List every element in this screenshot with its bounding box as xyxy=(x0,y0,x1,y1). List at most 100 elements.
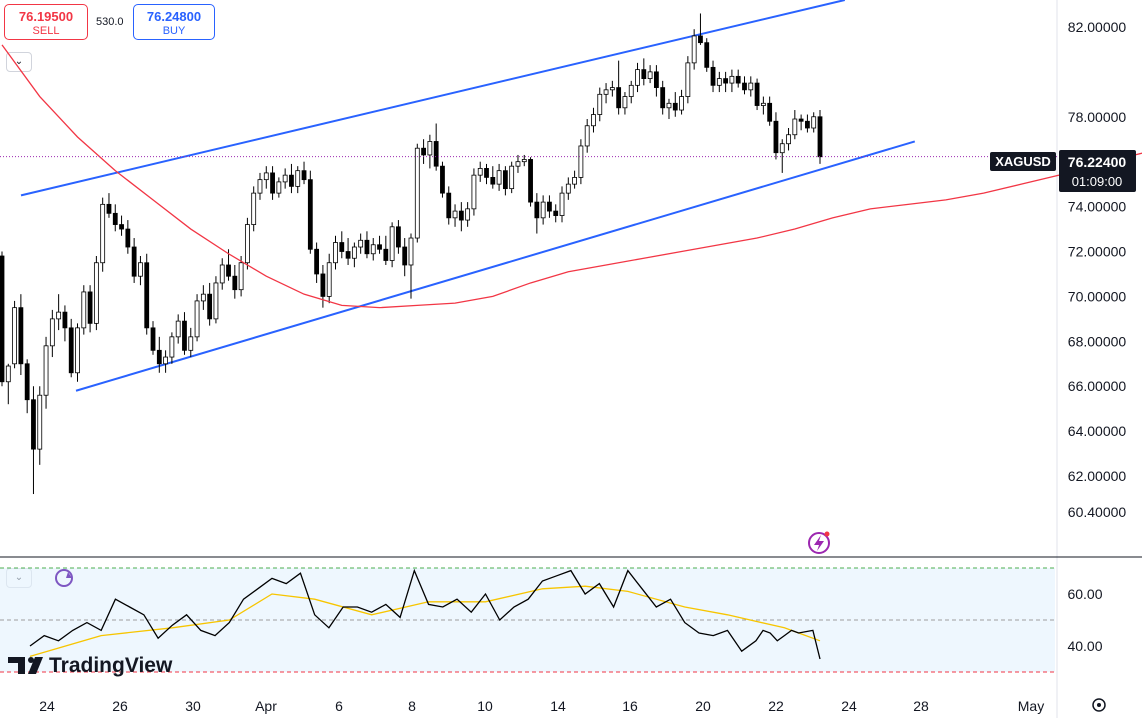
candle-body xyxy=(490,177,496,185)
settings-icon[interactable] xyxy=(1092,698,1106,712)
candle xyxy=(351,242,357,268)
candle xyxy=(641,58,647,86)
candle-body xyxy=(18,307,24,365)
candle xyxy=(496,163,502,191)
candle-body xyxy=(754,82,760,106)
candle-body xyxy=(742,82,747,91)
candle xyxy=(528,157,533,207)
candle-body xyxy=(37,394,43,450)
candle xyxy=(49,309,55,358)
collapse-pane-button[interactable]: ⌄ xyxy=(6,52,32,72)
price-tick: 70.00000 xyxy=(1068,288,1127,304)
buy-label: BUY xyxy=(162,25,186,37)
candle xyxy=(792,110,798,140)
candle xyxy=(660,80,666,115)
candle-body xyxy=(333,242,338,264)
candle-body xyxy=(5,365,11,383)
candle xyxy=(817,110,823,164)
candle xyxy=(414,143,420,243)
candle-body xyxy=(163,356,169,365)
candle xyxy=(364,231,370,259)
time-tick: May xyxy=(1018,698,1044,714)
candle-body xyxy=(502,170,508,190)
price-axis[interactable]: 82.00000 78.00000 74.00000 72.00000 70.00000… xyxy=(1068,19,1127,520)
lightning-icon[interactable] xyxy=(808,531,830,554)
candle-body xyxy=(622,96,628,109)
sell-button[interactable]: 76.19500 SELL xyxy=(4,4,88,40)
candle xyxy=(654,65,659,97)
rsi-tick: 40.00 xyxy=(1067,638,1102,654)
channel-upper-line[interactable] xyxy=(20,0,846,197)
rsi-pane[interactable]: 60.00 40.00 xyxy=(0,567,1103,673)
tradingview-logo[interactable]: TradingView xyxy=(8,654,173,677)
logo-text: TradingView xyxy=(49,654,173,677)
candle xyxy=(5,363,11,405)
candle-body xyxy=(282,174,288,183)
candle xyxy=(490,166,496,189)
candle-body xyxy=(685,62,691,97)
candle xyxy=(150,321,156,355)
time-axis[interactable]: 24 26 30 Apr 6 8 10 14 16 20 22 24 28 May xyxy=(39,698,1044,714)
channel-lower-line[interactable] xyxy=(75,140,916,392)
time-tick: 8 xyxy=(408,698,416,714)
buy-price: 76.24800 xyxy=(146,9,202,24)
candle xyxy=(559,186,565,223)
price-tick: 72.00000 xyxy=(1068,244,1127,260)
candle-body xyxy=(691,35,697,64)
time-tick: 20 xyxy=(695,698,711,714)
candle xyxy=(43,336,49,409)
candle xyxy=(635,62,640,93)
candle xyxy=(754,78,760,111)
candle xyxy=(0,251,5,387)
candle-body xyxy=(547,201,552,212)
candle-body xyxy=(200,293,206,302)
time-tick: 24 xyxy=(39,698,55,714)
candle-body xyxy=(307,179,313,250)
candle xyxy=(477,161,483,182)
candle xyxy=(402,238,408,277)
candle xyxy=(811,112,817,133)
candle-body xyxy=(182,320,187,351)
candle-body xyxy=(704,42,710,68)
rsi-axis[interactable]: 60.00 40.00 xyxy=(1067,586,1102,654)
candle xyxy=(213,276,219,324)
candle-body xyxy=(641,69,647,79)
candle xyxy=(521,154,527,167)
candle xyxy=(18,294,24,376)
chevron-down-icon: ⌄ xyxy=(14,56,24,67)
candle-body xyxy=(326,262,332,297)
candle-body xyxy=(24,363,30,401)
candle xyxy=(798,114,804,131)
candle xyxy=(509,161,515,194)
candle-body xyxy=(421,147,426,156)
candle-body xyxy=(647,71,653,79)
candle-body xyxy=(295,170,301,187)
candle-body xyxy=(345,251,351,259)
candle xyxy=(207,282,213,326)
candle xyxy=(188,327,194,358)
buy-button[interactable]: 76.24800 BUY xyxy=(133,4,215,40)
candle xyxy=(257,172,263,200)
candle-body xyxy=(458,210,464,221)
refresh-icon[interactable] xyxy=(55,569,73,587)
candle xyxy=(760,96,766,115)
candle-body xyxy=(660,87,666,109)
candle xyxy=(156,336,162,373)
price-tick: 68.00000 xyxy=(1068,333,1127,349)
candle xyxy=(263,166,269,189)
candle-body xyxy=(716,78,722,86)
time-tick: 24 xyxy=(841,698,857,714)
price-tick: 74.00000 xyxy=(1068,199,1127,215)
candle-body xyxy=(263,172,269,181)
candle xyxy=(194,294,200,342)
candle xyxy=(452,204,458,227)
candle xyxy=(200,285,206,310)
candle-body xyxy=(729,75,735,84)
candle-body xyxy=(484,168,489,178)
candle-body xyxy=(131,246,137,277)
candle xyxy=(87,285,93,333)
candle-body xyxy=(672,102,678,111)
candle xyxy=(603,83,609,104)
